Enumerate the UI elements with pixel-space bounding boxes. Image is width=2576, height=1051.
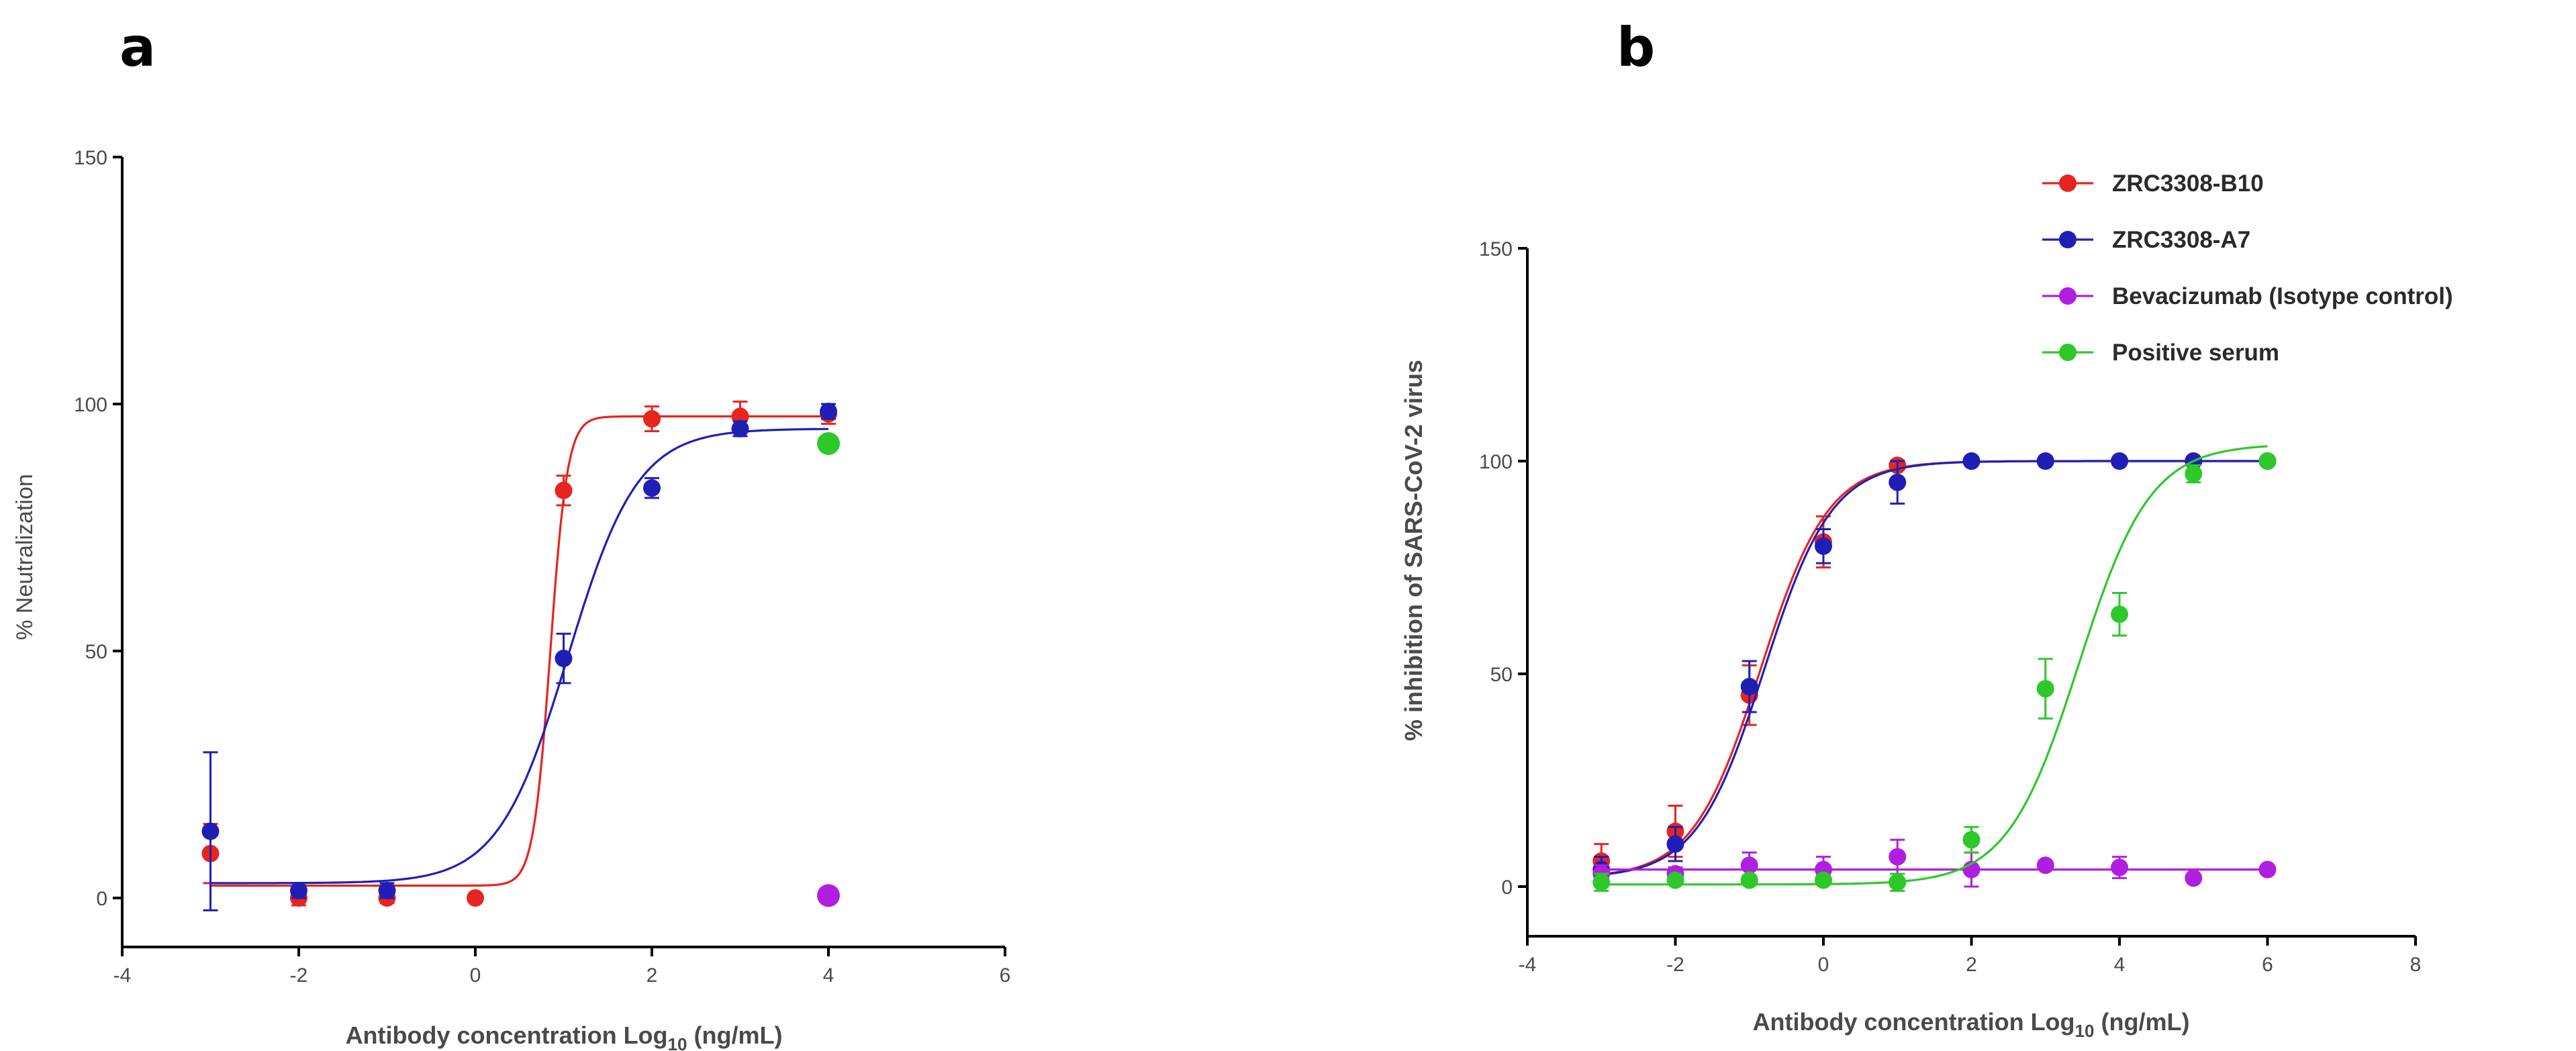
x-tick-label: -2 [1666,954,1684,976]
x-tick-label: 2 [647,964,658,987]
y-tick-label: 0 [96,888,107,910]
series-line [1601,460,2268,876]
x-tick-label: 0 [470,964,481,987]
y-tick-label: 100 [74,394,107,416]
data-point [1815,537,1832,555]
chart-b-x-axis-title-main: Antibody concentration Log [1753,1008,2075,1036]
data-point [1815,871,1832,889]
legend-label: ZRC3308-A7 [2112,227,2250,253]
x-tick-label: 8 [2410,954,2422,976]
data-point [467,889,484,907]
series-3 [817,432,840,455]
chart-b-y-axis-title: % inhibition of SARS-CoV-2 virus [1400,360,1427,741]
chart-b-x-axis-title-sub: 10 [2075,1021,2095,1041]
legend-marker [2059,231,2077,248]
legend-item: Positive serum [2042,340,2279,366]
chart-a-x-axis-title-sub: 10 [668,1034,687,1051]
y-tick-label: 50 [1490,664,1513,686]
data-point [1666,835,1684,853]
data-point [2111,858,2128,877]
chart-a-x-axis-title-unit: (ng/mL) [687,1021,782,1049]
series-2 [1592,838,2277,888]
data-point [2258,452,2277,470]
x-tick-label: 0 [1818,954,1829,976]
legend-label: ZRC3308-B10 [2112,170,2264,197]
series-line [1601,445,2268,886]
data-point [1666,871,1684,889]
x-tick-label: -4 [1519,954,1537,976]
y-tick-label: 50 [85,641,107,663]
data-point [817,884,840,907]
series-line [210,428,828,885]
series-line [1601,460,2268,876]
data-point [2036,452,2054,470]
data-point [2258,860,2277,879]
panel-letter-a: a [120,16,156,79]
legend-label: Bevacizumab (Isotype control) [2112,283,2453,309]
x-tick-label: 4 [2114,954,2126,976]
legend-marker [2059,287,2077,305]
legend-marker [2059,344,2077,361]
x-tick-label: 6 [2262,954,2273,976]
series-line [210,415,828,887]
data-point [290,881,307,899]
data-point [731,419,749,438]
series-0 [1592,452,2277,879]
data-point [817,432,840,455]
legend-item: ZRC3308-A7 [2042,227,2250,253]
data-point [820,403,837,421]
legend-marker [2059,174,2077,192]
data-point [555,481,573,499]
data-point [378,881,396,899]
panel-letter-b: b [1617,16,1655,79]
chart-b-plot: 0 50 100 150 -4 -2 0 2 4 6 8 [1479,238,2421,976]
legend-label: Positive serum [2112,340,2279,366]
y-tick-label: 150 [74,147,107,169]
data-point [1889,848,1907,866]
series-2 [817,884,840,907]
chart-a-plot: 0 50 100 150 -4 -2 0 2 4 6 [74,147,1010,987]
data-point [643,479,661,497]
data-point [2036,680,2054,698]
series-3 [1592,445,2277,892]
data-point [643,410,661,428]
chart-a-x-axis-title: Antibody concentration Log10 (ng/mL) [346,1021,783,1051]
data-point [1740,871,1758,889]
chart-b-legend: ZRC3308-B10 ZRC3308-A7 Bevacizumab (Isotyp… [2042,170,2453,366]
data-point [2111,605,2128,623]
chart-b-x-axis-title: Antibody concentration Log10 (ng/mL) [1753,1008,2190,1041]
series-0 [201,400,837,907]
data-point [2036,856,2054,874]
chart-b: b 0 50 100 150 -4 -2 0 2 4 6 8 % inhibition of SAR… [1400,16,2453,1041]
data-point [2185,869,2203,887]
chart-a: a 0 50 100 150 -4 -2 0 2 4 6 % Neutralization Ant… [12,16,1010,1051]
data-point [1962,452,1981,470]
y-tick-label: 0 [1501,877,1513,899]
x-tick-label: 4 [823,964,834,987]
data-point [2185,465,2203,483]
series-1 [1592,452,2277,884]
chart-b-x-axis-title-unit: (ng/mL) [2094,1008,2189,1036]
legend-item: Bevacizumab (Isotype control) [2042,283,2453,309]
legend-item: ZRC3308-B10 [2042,170,2264,197]
x-tick-label: -4 [113,964,132,987]
y-tick-label: 100 [1479,451,1513,473]
data-point [1889,473,1907,491]
series-1 [201,403,837,911]
data-point [1740,678,1758,696]
chart-a-y-axis-title: % Neutralization [12,474,38,640]
data-point [201,822,220,840]
x-tick-label: 2 [1966,954,1977,976]
x-tick-label: -2 [290,964,308,987]
x-tick-label: 6 [1000,964,1011,987]
data-point [555,650,573,668]
data-point [1889,873,1907,891]
y-tick-label: 150 [1479,238,1513,260]
chart-a-x-axis-title-main: Antibody concentration Log [346,1021,668,1049]
data-point [1592,873,1611,891]
data-point [1962,831,1981,849]
data-point [1740,856,1758,874]
data-point [2111,452,2128,470]
